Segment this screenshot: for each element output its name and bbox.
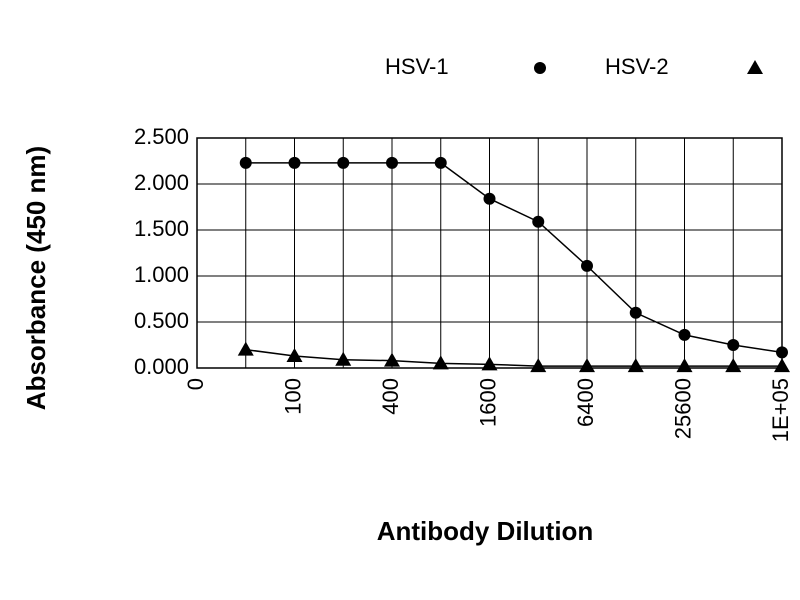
data-point [237, 341, 254, 356]
legend-marker [747, 60, 763, 74]
y-tick-label: 2.000 [134, 170, 189, 195]
data-point [627, 358, 644, 373]
data-point [483, 192, 496, 205]
x-tick-label: 1600 [475, 378, 500, 427]
y-tick-label: 0.500 [134, 308, 189, 333]
data-point [384, 352, 400, 367]
data-point [629, 306, 642, 319]
x-tick-label: 0 [183, 378, 208, 390]
data-point [337, 156, 350, 169]
data-point [776, 346, 788, 359]
data-point [386, 156, 398, 169]
legend-label: HSV-2 [605, 54, 669, 79]
series-line [245, 348, 782, 367]
data-point [579, 358, 595, 373]
x-tick-label: 1E+05 [768, 378, 793, 442]
data-point [532, 215, 545, 228]
data-point [239, 156, 252, 169]
data-point [727, 339, 740, 351]
legend-label: HSV-1 [385, 54, 449, 79]
y-tick-label: 1.000 [134, 262, 189, 287]
data-point [286, 348, 303, 363]
series-line [245, 162, 783, 354]
data-point [432, 355, 449, 370]
x-axis-title: Antibody Dilution [377, 516, 594, 546]
data-point [678, 328, 691, 341]
x-tick-label: 400 [378, 378, 403, 415]
y-tick-label: 0.000 [134, 354, 189, 379]
data-point [581, 259, 593, 272]
y-tick-label: 2.500 [134, 124, 189, 149]
x-tick-label: 6400 [573, 378, 598, 427]
data-point [434, 156, 447, 169]
data-point [288, 156, 301, 169]
data-point [725, 358, 742, 373]
data-point [335, 351, 352, 366]
data-point [481, 356, 498, 371]
data-point [676, 358, 693, 373]
y-axis-title: Absorbance (450 nm) [21, 146, 51, 410]
x-tick-label: 100 [280, 378, 305, 415]
legend-marker [534, 62, 546, 74]
data-point [774, 358, 790, 373]
x-tick-label: 25600 [670, 378, 695, 439]
y-tick-label: 1.500 [134, 216, 189, 241]
data-point [530, 358, 547, 373]
